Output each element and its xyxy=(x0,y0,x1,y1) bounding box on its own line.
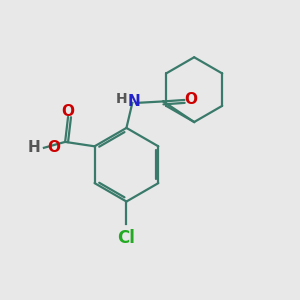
Text: O: O xyxy=(184,92,197,107)
Text: Cl: Cl xyxy=(118,229,135,247)
Text: O: O xyxy=(47,140,61,155)
Text: N: N xyxy=(128,94,140,109)
Text: H: H xyxy=(115,92,127,106)
Text: H: H xyxy=(28,140,40,155)
Text: O: O xyxy=(61,104,75,119)
